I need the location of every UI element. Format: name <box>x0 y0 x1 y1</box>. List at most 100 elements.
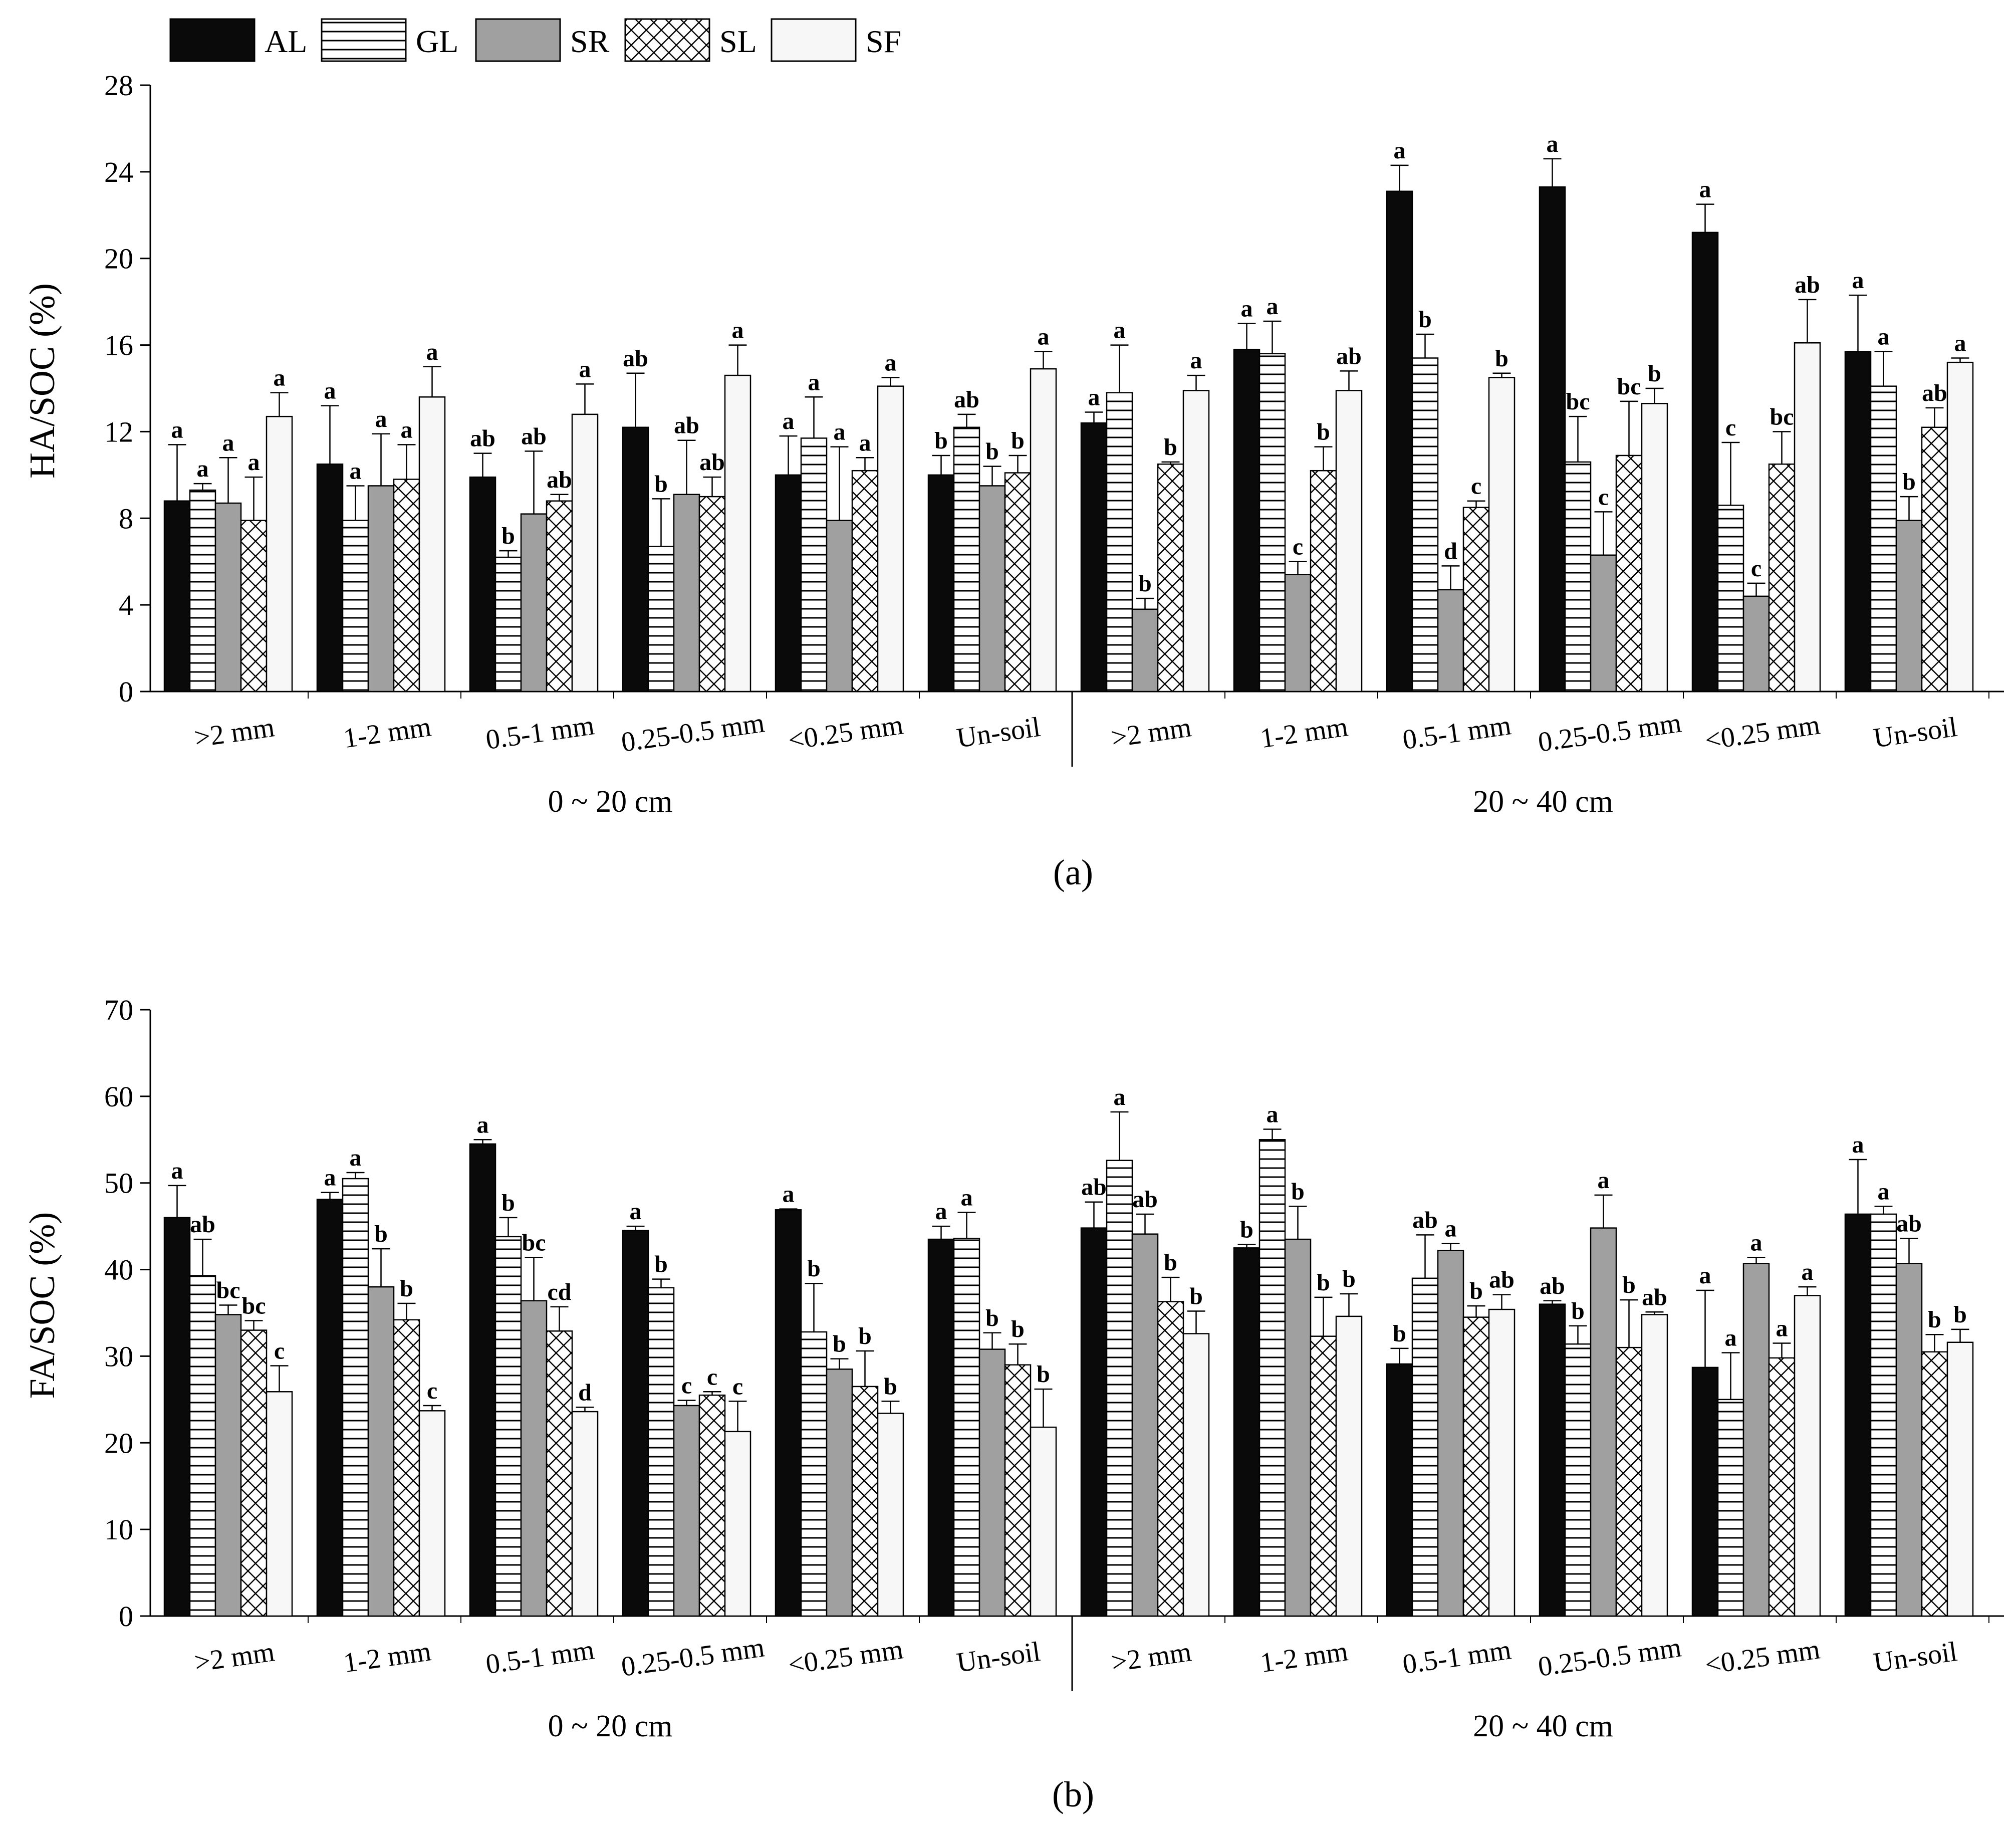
panel-a-sig-letter: d <box>1444 538 1457 564</box>
panel-b-bar-sl <box>546 1330 573 1617</box>
panel-a-sig-letter: a <box>1852 267 1864 294</box>
panel-a-sig-letter: a <box>732 317 744 344</box>
panel-a-y-tick-label: 12 <box>104 415 133 448</box>
panel-b-sig-letter: c <box>732 1373 743 1400</box>
panel-b-sig-letter: bc <box>242 1293 266 1319</box>
panel-a-sig-letter: a <box>808 369 820 395</box>
panel-a-sig-letter: a <box>1038 324 1050 350</box>
panel-a-bar-sl <box>698 496 726 693</box>
panel-a-sig-letter: b <box>501 523 515 549</box>
panel-b-bar-gl <box>800 1331 828 1617</box>
panel-b-sig-letter: b <box>833 1331 846 1357</box>
panel-a-category-label: 0.25-0.5 mm <box>619 707 767 758</box>
panel-a-sig-letter: a <box>1267 293 1279 320</box>
panel-b-sig-letter: b <box>400 1275 413 1302</box>
panel-b-bar-gl <box>953 1238 980 1617</box>
panel-a-bar-gl <box>1411 357 1439 693</box>
panel-a-sig-letter: ab <box>674 412 699 439</box>
panel-a-bar-sr <box>367 485 395 693</box>
panel-a-bar-sf <box>1335 390 1363 693</box>
panel-b-sig-letter: b <box>374 1221 388 1247</box>
panel-a-bar-sf <box>266 415 293 693</box>
legend-swatch-al <box>169 18 256 62</box>
panel-b-sig-letter: a <box>1878 1178 1890 1205</box>
panel-b-bar-gl <box>342 1178 369 1617</box>
panel-a-sig-letter: a <box>375 406 387 432</box>
panel-b-bar-sl <box>1615 1346 1643 1617</box>
panel-a-y-tick-label: 8 <box>119 502 133 535</box>
panel-b-bar-sl <box>698 1394 726 1617</box>
panel-a-sig-letter: a <box>1699 176 1711 203</box>
panel-a-sig-letter: a <box>197 455 209 482</box>
panel-b-sig-letter: b <box>1622 1272 1636 1298</box>
panel-a-bar-sf <box>1946 361 1974 693</box>
legend-label-al: AL <box>265 24 307 59</box>
panel-a-bar-gl <box>342 520 369 693</box>
panel-b-sig-letter: a <box>1852 1131 1864 1158</box>
panel-b-sig-letter: ab <box>190 1211 215 1238</box>
panel-a-bar-al <box>1080 422 1108 693</box>
panel-a-bar-sl <box>1615 454 1643 693</box>
panel-b-sig-letter: a <box>1750 1229 1762 1256</box>
panel-a-bar-sr <box>214 502 242 693</box>
panel-a-bar-al <box>1386 190 1413 693</box>
panel-b-y-tick-label: 40 <box>104 1254 133 1286</box>
panel-a-group-label-0-20: 0 ~ 20 cm <box>548 785 673 819</box>
panel-a-sig-letter: a <box>1954 330 1966 357</box>
panel-b-bar-al <box>316 1199 344 1617</box>
panel-a-y-tick-label: 4 <box>119 589 133 621</box>
panel-b-bar-sf <box>266 1391 293 1617</box>
panel-a-bar-sf <box>877 385 904 693</box>
panel-b-sig-letter: a <box>961 1184 973 1211</box>
panel-a-y-axis-label: HA/SOC (%) <box>22 283 62 479</box>
panel-a-sig-letter: ab <box>623 345 648 372</box>
panel-b-y-tick-label: 50 <box>104 1167 133 1200</box>
panel-b-sig-letter: b <box>1291 1178 1305 1205</box>
panel-a-bar-gl <box>800 437 828 693</box>
panel-a-bar-gl <box>1258 353 1286 693</box>
panel-b-y-tick-label: 10 <box>104 1513 133 1546</box>
panel-a-sig-letter: ab <box>1922 380 1947 406</box>
panel-a-bar-sf <box>1030 368 1057 693</box>
panel-a-sig-letter: a <box>1878 324 1890 350</box>
panel-a-category-label: <0.25 mm <box>786 709 905 756</box>
panel-b-sig-letter: b <box>858 1323 872 1349</box>
legend: AL GL SR SL SF <box>169 18 901 62</box>
panel-a-sig-letter: a <box>1114 317 1126 344</box>
panel-a-bar-gl <box>494 556 522 693</box>
panel-b-bar-gl <box>1564 1343 1592 1617</box>
panel-b-bar-sl <box>851 1386 879 1617</box>
panel-b-sig-letter: b <box>1011 1316 1025 1342</box>
panel-b-y-tick-label: 70 <box>104 994 133 1026</box>
panel-b-bar-sr <box>1131 1233 1159 1617</box>
panel-b-sig-letter: a <box>324 1165 336 1191</box>
panel-a-bar-gl <box>1564 461 1592 693</box>
panel-b-category-label: >2 mm <box>1109 1636 1193 1678</box>
panel-a-bar-sf <box>1488 377 1516 693</box>
legend-swatch-sf <box>771 18 857 62</box>
panel-a-sig-letter: b <box>1495 345 1508 372</box>
panel-b-sig-letter: b <box>1164 1249 1177 1276</box>
panel-a-category-label: Un-soil <box>954 712 1042 754</box>
panel-a-bar-sr <box>673 494 700 693</box>
panel-a-bar-sr <box>1590 554 1617 693</box>
panel-b-sig-letter: a <box>1802 1259 1814 1285</box>
panel-b-sig-letter: b <box>1928 1306 1941 1333</box>
panel-a-sig-letter: b <box>1902 469 1916 495</box>
panel-b-sig-letter: a <box>1699 1262 1711 1289</box>
panel-a-sig-letter: b <box>1138 570 1152 597</box>
panel-a-bar-sl <box>1310 470 1337 693</box>
panel-a-bar-al <box>469 476 496 693</box>
panel-b-sig-letter: b <box>1189 1283 1203 1310</box>
panel-a-category-label: >2 mm <box>192 712 277 754</box>
panel-b-bar-gl <box>1717 1399 1744 1617</box>
legend-swatch-gl <box>321 18 407 62</box>
panel-b-sig-letter: b <box>1240 1216 1253 1243</box>
panel-b-category-label: 0.5-1 mm <box>1401 1634 1513 1680</box>
legend-label-sr: SR <box>570 24 610 59</box>
panel-b-y-tick-label: 0 <box>119 1600 133 1633</box>
panel-a-category-label: 1-2 mm <box>342 711 433 754</box>
panel-a-sig-letter: c <box>1598 484 1609 510</box>
panel-b-sig-letter: a <box>350 1145 362 1171</box>
